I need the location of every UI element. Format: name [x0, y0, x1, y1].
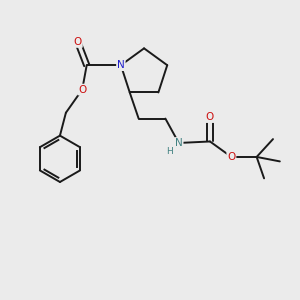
Text: H: H	[167, 147, 173, 156]
Text: O: O	[227, 152, 236, 162]
Text: N: N	[117, 60, 125, 70]
Text: O: O	[78, 85, 86, 94]
Text: O: O	[206, 112, 214, 122]
Text: O: O	[74, 37, 82, 47]
Text: N: N	[175, 138, 183, 148]
